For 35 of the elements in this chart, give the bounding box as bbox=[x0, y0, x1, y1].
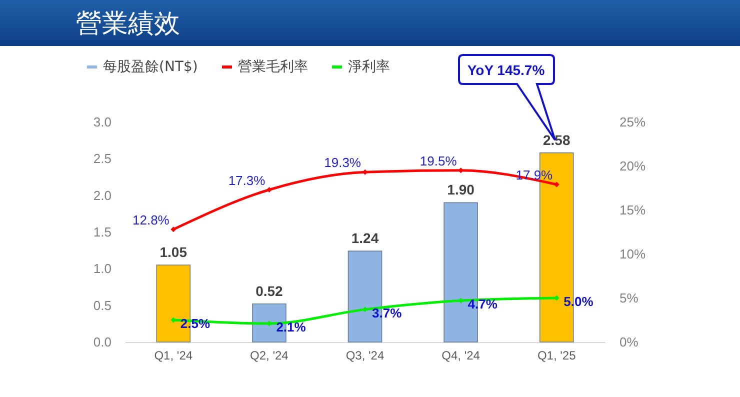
y2-tick-label: 0% bbox=[620, 334, 639, 350]
x-tick-label: Q4, '24 bbox=[442, 348, 480, 362]
x-tick-label: Q1, '25 bbox=[537, 348, 576, 362]
y2-tick-label: 5% bbox=[620, 290, 639, 306]
legend-label: 淨利率 bbox=[348, 59, 390, 75]
y-tick-label: 3.0 bbox=[93, 114, 112, 130]
data-label: 2.58 bbox=[542, 132, 570, 148]
x-tick-label: Q3, '24 bbox=[346, 348, 384, 362]
data-label: 19.3% bbox=[324, 155, 362, 170]
y2-tick-label: 25% bbox=[620, 114, 646, 130]
data-label: 0.52 bbox=[256, 282, 284, 299]
y-tick-label: 1.5 bbox=[93, 224, 112, 240]
x-tick-label: Q2, '24 bbox=[250, 348, 289, 362]
y2-tick-label: 10% bbox=[620, 246, 646, 262]
chart-title: 營業績效 bbox=[76, 8, 180, 41]
point bbox=[170, 226, 176, 232]
y-tick-label: 2.0 bbox=[93, 188, 112, 203]
data-label: 2.5% bbox=[180, 316, 210, 331]
y-tick-label: 0.5 bbox=[93, 298, 112, 313]
y2-tick-label: 20% bbox=[620, 158, 646, 174]
data-label: 1.90 bbox=[447, 182, 475, 198]
y-tick-label: 1.0 bbox=[93, 261, 112, 276]
y2-tick-label: 15% bbox=[620, 202, 646, 218]
point bbox=[266, 187, 272, 192]
legend-label: 每股盈餘(NT$) bbox=[103, 59, 198, 75]
data-label: 1.05 bbox=[160, 244, 188, 260]
x-tick-label: Q1, '24 bbox=[154, 348, 193, 362]
legend-label: 營業毛利率 bbox=[238, 59, 308, 75]
y-tick-label: 2.5 bbox=[93, 151, 112, 166]
y-tick-label: 0.0 bbox=[93, 334, 112, 350]
data-label: 17.3% bbox=[228, 172, 266, 188]
text: YoY 145.7% bbox=[467, 62, 546, 78]
data-label: 1.24 bbox=[351, 230, 379, 246]
data-label: 12.8% bbox=[132, 212, 170, 228]
data-label: 19.5% bbox=[420, 153, 458, 168]
